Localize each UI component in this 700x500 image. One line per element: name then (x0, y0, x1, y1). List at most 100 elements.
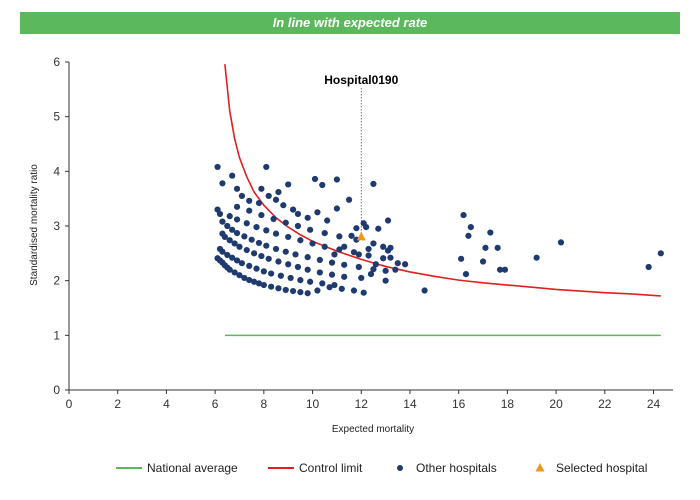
other-hospital-point (263, 242, 270, 249)
x-tick-label: 6 (212, 397, 219, 411)
x-tick-label: 22 (598, 397, 612, 411)
other-hospital-point (268, 270, 275, 277)
other-hospital-point (657, 250, 664, 257)
other-hospital-point (367, 271, 375, 278)
other-hospital-point (479, 258, 487, 265)
other-hospital-point (382, 267, 389, 274)
legend-swatch (535, 463, 545, 472)
annotations: Hospital0190 (324, 73, 398, 87)
other-hospital-point (341, 243, 348, 250)
legend: National average Control limit Other hospi… (116, 461, 647, 475)
other-hospital-point (319, 181, 326, 189)
other-hospital-point (258, 211, 265, 219)
x-tick-label: 0 (66, 397, 73, 411)
other-hospital-point (338, 285, 345, 292)
other-hospital-point (285, 261, 292, 268)
other-hospital-point (255, 280, 263, 287)
other-hospital-point (304, 290, 311, 297)
y-tick-label: 5 (53, 110, 60, 124)
other-hospital-point (370, 266, 377, 273)
other-hospital-point (333, 205, 341, 212)
other-hospital-point (458, 255, 465, 262)
other-hospital-point (255, 239, 263, 247)
other-hospital-point (272, 245, 280, 253)
legend-label: Other hospitals (416, 461, 497, 475)
x-tick-label: 12 (355, 397, 369, 411)
other-hospital-point (233, 203, 241, 210)
other-hospital-point (350, 287, 358, 294)
other-hospital-point (243, 246, 250, 254)
other-hospital-point (241, 274, 248, 282)
other-hospital-point (382, 277, 389, 284)
other-hospital-point (392, 266, 399, 273)
other-hospital-point (375, 225, 382, 232)
other-hospital-point (260, 268, 267, 275)
other-hospital-point (380, 243, 387, 250)
x-tick-label: 18 (501, 397, 515, 411)
other-hospital-point (307, 226, 314, 233)
other-hospital-point (250, 250, 258, 257)
other-hospital-point (221, 233, 228, 241)
other-hospital-point (355, 263, 362, 271)
other-hospital-point (246, 262, 253, 270)
other-hospital-point (238, 260, 246, 267)
legend-label: Control limit (299, 461, 363, 475)
x-tick-label: 14 (403, 397, 417, 411)
x-tick-label: 20 (549, 397, 563, 411)
other-hospital-point (236, 272, 243, 279)
x-axis-title: Expected mortality (332, 424, 414, 435)
x-tick-label: 2 (114, 397, 121, 411)
other-hospital-point (226, 213, 233, 220)
other-hospital-point (421, 287, 428, 294)
other-hospital-point (233, 257, 241, 264)
other-hospital-point (294, 222, 302, 230)
other-hospital-point (270, 215, 277, 222)
other-hospital-point (353, 236, 360, 243)
x-tick-label: 10 (306, 397, 320, 411)
other-hospital-point (401, 261, 409, 268)
other-hospital-point (214, 163, 221, 171)
legend-swatch (397, 465, 403, 471)
other-hospital-point (394, 260, 401, 267)
other-hospital-point (557, 239, 565, 246)
y-tick-label: 4 (53, 164, 60, 178)
other-hospital-point (258, 252, 265, 260)
other-hospital-point (243, 220, 250, 227)
other-hospital-point (277, 272, 284, 279)
status-banner: In line with expected rate (20, 12, 680, 34)
other-hospital-point (258, 185, 265, 192)
other-hospital-point (226, 266, 233, 273)
other-hospital-point (341, 273, 348, 280)
selected-hospital-point (356, 231, 366, 241)
other-hospital-point (292, 251, 299, 258)
other-hospital-point (289, 206, 297, 213)
other-hospital-point (467, 223, 474, 231)
other-hospital-point (233, 185, 241, 192)
other-hospital-point (321, 230, 328, 237)
other-hospital-point (324, 217, 331, 224)
other-hospital-point (328, 259, 336, 266)
other-hospital-point (462, 271, 470, 278)
other-hospital-point (460, 211, 467, 219)
other-hospital-point (496, 266, 504, 273)
other-hospital-point (282, 248, 289, 255)
other-hospital-point (311, 175, 319, 183)
other-hospital-point (285, 181, 292, 188)
other-hospital-point (253, 265, 260, 272)
other-hospital-point (370, 240, 377, 247)
other-hospital-point (465, 232, 472, 239)
other-hospital-point (304, 214, 311, 221)
other-hospital-point (294, 263, 302, 271)
other-hospital-point (250, 278, 258, 285)
other-hospital-point (345, 196, 353, 203)
other-hospital-point (384, 217, 392, 224)
other-hospital-point (487, 229, 494, 236)
x-tick-label: 8 (260, 397, 267, 411)
other-hospital-point (229, 172, 236, 179)
other-hospital-point (314, 287, 321, 294)
other-hospital-point (231, 269, 238, 276)
plot-points (214, 163, 664, 297)
other-hospital-point (297, 289, 304, 296)
